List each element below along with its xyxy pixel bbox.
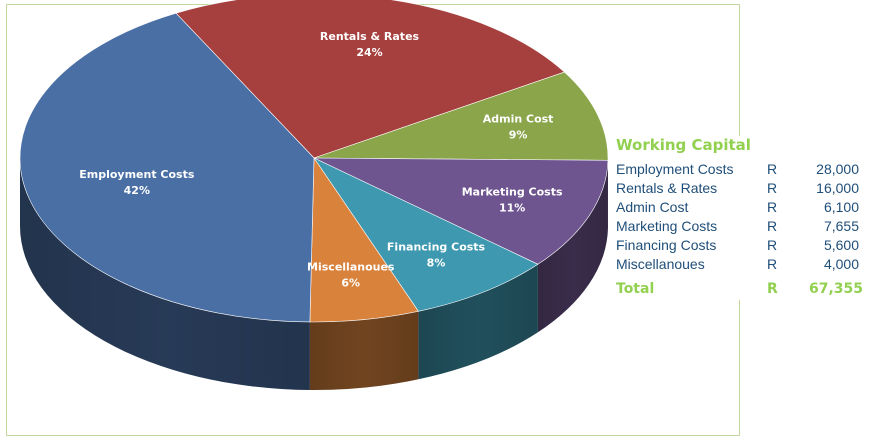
row-amount: 6,100 (823, 199, 859, 215)
summary-row: Admin Cost R 6,100 (616, 198, 872, 217)
pie-wall-shade (537, 160, 608, 333)
row-amount: 28,000 (816, 161, 859, 177)
slice-percent-label: 24% (356, 46, 382, 59)
row-name: Rentals & Rates (616, 180, 718, 196)
pie-wall-shade (418, 264, 538, 380)
slice-category-label: Marketing Costs (462, 186, 563, 199)
row-amount: 16,000 (816, 180, 859, 196)
pie-slice-financing-costs (313, 157, 539, 312)
total-amount: 67,355 (809, 281, 864, 297)
slice-category-label: Admin Cost (483, 113, 554, 126)
row-name: Admin Cost (616, 199, 689, 215)
summary-total-row: Total R 67,355 (616, 278, 872, 300)
summary-row: Financing Costs R 5,600 (616, 236, 872, 255)
row-currency: R (767, 237, 778, 253)
row-currency: R (767, 199, 778, 215)
total-label: Total (616, 281, 655, 297)
slice-category-label: Rentals & Rates (320, 30, 420, 43)
pie-wall-shade (309, 311, 419, 390)
summary-row: Rentals & Rates R 16,000 (616, 179, 872, 198)
slice-percent-label: 8% (427, 256, 446, 269)
pie-slice-marketing-costs (313, 157, 609, 265)
summary-rows: Employment Costs R 28,000 Rentals & Rate… (616, 160, 872, 274)
pie-slice-admin-cost (313, 71, 609, 161)
summary-row: Miscellanoues R 4,000 (616, 255, 872, 274)
pie-slice-rentals-rates (175, 0, 565, 159)
slice-percent-label: 11% (499, 202, 525, 215)
pie-wall-shade (20, 158, 310, 390)
row-amount: 4,000 (823, 256, 859, 272)
row-currency: R (767, 161, 778, 177)
summary-row: Marketing Costs R 7,655 (616, 217, 872, 236)
row-name: Marketing Costs (616, 218, 718, 234)
row-name: Miscellanoues (616, 256, 705, 272)
row-name: Employment Costs (616, 161, 734, 177)
slice-category-label: Employment Costs (79, 168, 195, 181)
slice-percent-label: 42% (124, 184, 150, 197)
row-amount: 7,655 (823, 218, 859, 234)
row-currency: R (767, 218, 778, 234)
working-capital-summary: Working Capital Employment Costs R 28,00… (616, 136, 872, 300)
slice-percent-label: 6% (341, 276, 360, 289)
pie-slice-employment-costs (19, 12, 315, 323)
summary-title: Working Capital (616, 136, 751, 154)
slice-category-label: Miscellanoues (307, 260, 395, 273)
summary-row: Employment Costs R 28,000 (616, 160, 872, 179)
row-currency: R (767, 180, 778, 196)
row-currency: R (767, 256, 778, 272)
total-currency: R (767, 281, 778, 297)
row-amount: 5,600 (823, 237, 859, 253)
slice-category-label: Financing Costs (387, 240, 486, 253)
row-name: Financing Costs (616, 237, 717, 253)
slice-percent-label: 9% (509, 129, 528, 142)
